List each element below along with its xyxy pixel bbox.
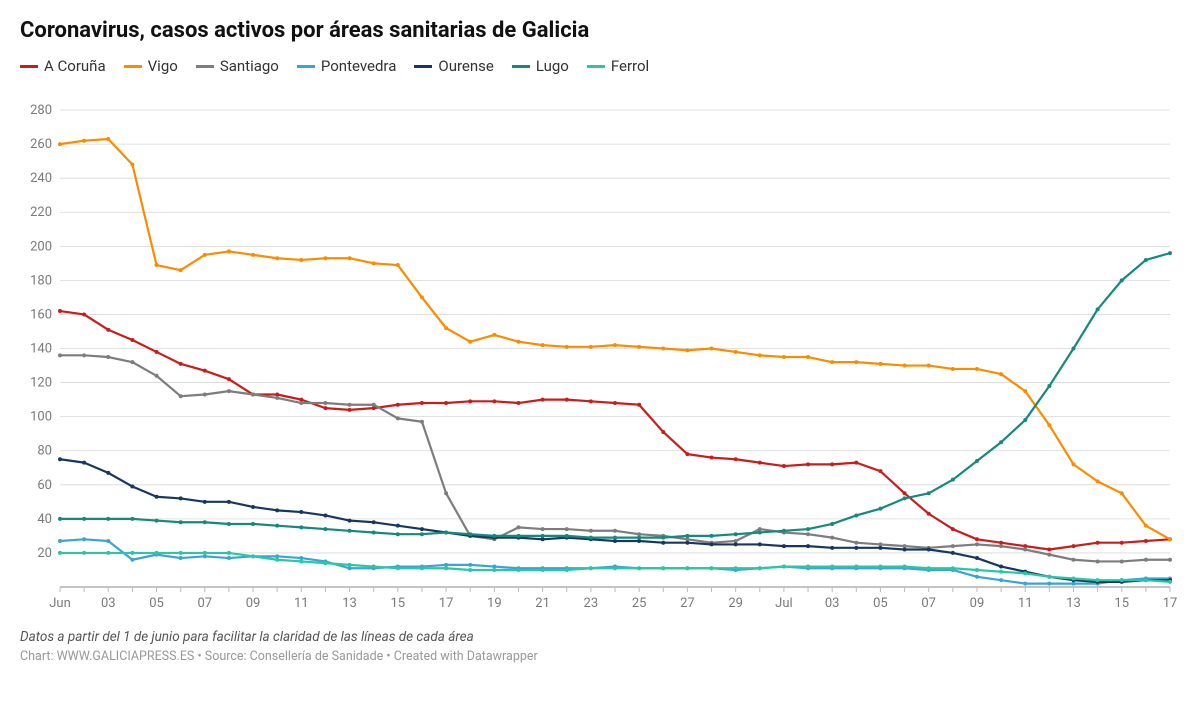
svg-text:27: 27 [680, 596, 695, 611]
svg-text:40: 40 [37, 512, 52, 527]
legend-swatch [414, 65, 432, 68]
legend-label: Lugo [536, 57, 569, 75]
legend-item: Pontevedra [297, 57, 397, 75]
svg-text:11: 11 [294, 596, 309, 611]
legend-item: Santiago [196, 57, 279, 75]
svg-text:15: 15 [391, 596, 406, 611]
legend-swatch [512, 65, 530, 68]
line-chart: 20 40 60 80 100 120 140 160 180 200 220 240 260 280 Ju… [20, 85, 1180, 625]
svg-text:180: 180 [30, 273, 52, 288]
svg-text:Jun: Jun [49, 596, 71, 611]
svg-text:17: 17 [1163, 596, 1178, 611]
svg-text:140: 140 [30, 342, 52, 357]
svg-text:07: 07 [921, 596, 936, 611]
svg-text:60: 60 [37, 478, 52, 493]
svg-text:09: 09 [246, 596, 261, 611]
legend-label: Ourense [438, 57, 493, 75]
svg-text:220: 220 [30, 205, 52, 220]
legend-item: A Coruña [20, 57, 106, 75]
legend: A Coruña Vigo Santiago Pontevedra Ourense Lug… [20, 57, 1179, 75]
legend-swatch [124, 65, 142, 68]
svg-text:21: 21 [535, 596, 550, 611]
svg-text:120: 120 [30, 376, 52, 391]
svg-text:13: 13 [1066, 596, 1081, 611]
legend-swatch [587, 65, 605, 68]
legend-item: Lugo [512, 57, 569, 75]
legend-item: Ferrol [587, 57, 649, 75]
svg-text:100: 100 [30, 410, 52, 425]
svg-text:03: 03 [825, 596, 840, 611]
legend-swatch [297, 65, 315, 68]
svg-text:Jul: Jul [775, 596, 793, 611]
legend-label: Ferrol [611, 57, 649, 75]
svg-text:23: 23 [584, 596, 599, 611]
legend-label: A Coruña [44, 57, 106, 75]
svg-text:13: 13 [342, 596, 357, 611]
svg-text:29: 29 [728, 596, 743, 611]
svg-text:25: 25 [632, 596, 647, 611]
legend-label: Vigo [148, 57, 178, 75]
svg-text:17: 17 [439, 596, 454, 611]
svg-text:280: 280 [30, 103, 52, 118]
svg-text:09: 09 [970, 596, 985, 611]
legend-label: Santiago [220, 57, 279, 75]
legend-item: Ourense [414, 57, 493, 75]
svg-text:240: 240 [30, 171, 52, 186]
svg-text:160: 160 [30, 307, 52, 322]
legend-swatch [20, 65, 38, 68]
svg-text:80: 80 [37, 444, 52, 459]
legend-label: Pontevedra [321, 57, 397, 75]
svg-text:20: 20 [37, 546, 52, 561]
chart-credits: Chart: WWW.GALICIAPRESS.ES • Source: Con… [20, 649, 1179, 664]
chart-note: Datos a partir del 1 de junio para facil… [20, 629, 1179, 645]
svg-text:15: 15 [1114, 596, 1129, 611]
svg-text:07: 07 [197, 596, 212, 611]
svg-text:200: 200 [30, 239, 52, 254]
chart-area: 20 40 60 80 100 120 140 160 180 200 220 240 260 280 Ju… [20, 85, 1180, 625]
chart-title: Coronavirus, casos activos por áreas san… [20, 18, 1179, 43]
svg-text:260: 260 [30, 137, 52, 152]
legend-item: Vigo [124, 57, 178, 75]
svg-text:19: 19 [487, 596, 502, 611]
svg-text:03: 03 [101, 596, 116, 611]
svg-text:11: 11 [1018, 596, 1033, 611]
svg-text:05: 05 [149, 596, 164, 611]
svg-text:05: 05 [873, 596, 888, 611]
legend-swatch [196, 65, 214, 68]
